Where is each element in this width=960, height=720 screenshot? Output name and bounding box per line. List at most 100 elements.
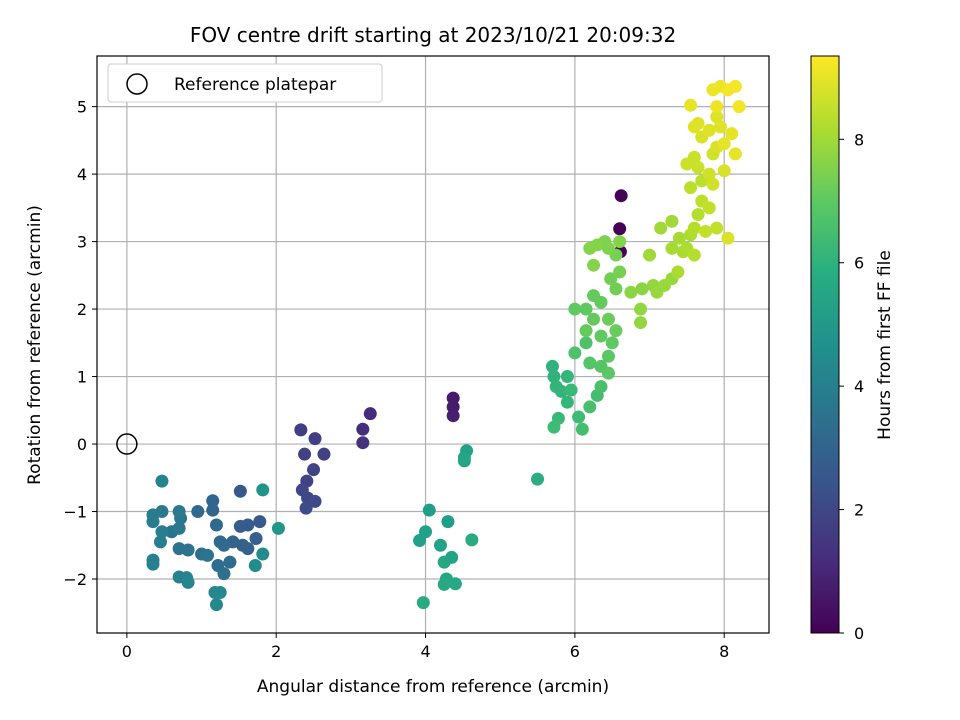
data-point	[594, 295, 608, 309]
data-point	[575, 422, 589, 436]
legend-marker-reference	[126, 73, 148, 95]
data-point	[634, 302, 648, 316]
data-point	[356, 436, 370, 450]
x-tick-label: 2	[271, 642, 281, 661]
data-point	[706, 177, 720, 191]
data-point	[594, 329, 608, 343]
data-point	[307, 463, 321, 477]
data-point	[457, 454, 471, 468]
y-tick-label: −2	[63, 570, 87, 589]
reference-marker-group	[116, 433, 138, 455]
data-point	[253, 515, 267, 529]
data-point	[206, 494, 220, 508]
data-point	[233, 519, 247, 533]
data-point	[702, 201, 716, 215]
data-point	[181, 575, 195, 589]
legend: Reference platepar	[107, 63, 383, 103]
reference-point-marker	[116, 433, 138, 455]
data-point	[672, 231, 686, 245]
data-point	[217, 567, 231, 581]
data-point	[256, 547, 270, 561]
data-point	[710, 100, 724, 114]
legend-box	[107, 63, 383, 103]
data-point	[579, 324, 593, 338]
data-point	[604, 272, 618, 286]
data-point	[547, 370, 561, 384]
y-tick-label: 0	[77, 435, 87, 454]
data-point	[579, 302, 593, 316]
y-axis-ticks: −2 −1 0 1 2 3 4 5	[63, 98, 97, 589]
data-point	[671, 265, 685, 279]
data-point	[155, 525, 169, 539]
data-point	[209, 598, 223, 612]
x-tick-label: 0	[122, 642, 132, 661]
data-point	[249, 532, 263, 546]
data-point	[172, 521, 186, 535]
y-tick-label: −1	[63, 503, 87, 522]
data-point	[298, 447, 312, 461]
data-point	[710, 221, 724, 235]
colorbar: 0 2 4 6 8 Hours from first FF file	[810, 55, 895, 643]
colorbar-tick-label: 0	[854, 624, 864, 643]
data-point	[728, 79, 742, 93]
x-tick-label: 8	[719, 642, 729, 661]
y-tick-label: 5	[77, 98, 87, 117]
data-point	[206, 503, 220, 517]
colorbar-tick-label: 4	[854, 377, 864, 396]
y-axis-label: Rotation from reference (arcmin)	[25, 205, 45, 485]
data-point	[684, 98, 698, 112]
data-point	[560, 370, 574, 384]
chart-title: FOV centre drift starting at 2023/10/21 …	[190, 23, 676, 47]
data-point	[583, 356, 597, 370]
data-point	[248, 559, 262, 573]
data-point	[233, 484, 247, 498]
data-point	[460, 444, 474, 458]
data-point	[308, 494, 322, 508]
data-point	[363, 407, 377, 421]
x-tick-label: 4	[420, 642, 430, 661]
data-point	[547, 420, 561, 434]
x-tick-label: 6	[570, 642, 580, 661]
data-point	[587, 258, 601, 272]
y-tick-label: 2	[77, 300, 87, 319]
data-point	[702, 123, 716, 137]
colorbar-tick-label: 8	[854, 130, 864, 149]
data-point	[702, 167, 716, 181]
data-point	[613, 265, 627, 279]
data-point	[710, 110, 724, 124]
x-axis-ticks: 0 2 4 6 8	[122, 633, 729, 661]
data-point	[209, 518, 223, 532]
data-point	[441, 515, 455, 529]
data-point	[223, 555, 237, 569]
data-point	[545, 359, 559, 373]
data-point	[172, 542, 186, 556]
data-point	[446, 409, 460, 423]
data-point	[437, 555, 451, 569]
data-point	[684, 181, 698, 195]
data-point	[564, 383, 578, 397]
data-point	[643, 248, 657, 262]
data-point	[613, 222, 627, 236]
data-point	[437, 577, 451, 591]
data-point	[609, 324, 623, 338]
data-point	[191, 505, 205, 519]
y-tick-label: 4	[77, 165, 87, 184]
data-points	[146, 79, 746, 612]
legend-label-reference: Reference platepar	[174, 75, 336, 95]
data-point	[531, 472, 545, 486]
plot-frame	[96, 55, 770, 634]
data-point	[579, 336, 593, 350]
data-point	[572, 410, 586, 424]
data-point	[554, 384, 568, 398]
data-point	[665, 241, 679, 255]
data-point	[609, 282, 623, 296]
data-point	[717, 137, 731, 151]
x-axis-label: Angular distance from reference (arcmin)	[257, 677, 609, 697]
data-point	[356, 422, 370, 436]
data-point	[691, 116, 705, 130]
data-point	[601, 241, 615, 255]
data-point	[613, 235, 627, 249]
colorbar-ticks: 0 2 4 6 8	[839, 130, 864, 643]
colorbar-label: Hours from first FF file	[875, 250, 895, 440]
